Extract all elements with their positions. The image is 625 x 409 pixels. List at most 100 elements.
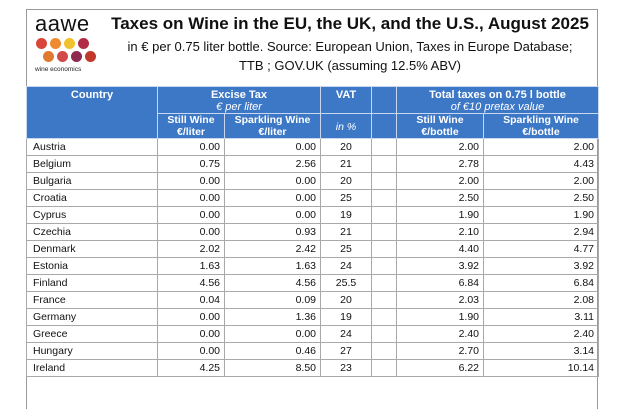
table-row: France 0.04 0.09 20 2.03 2.08 [26, 291, 599, 309]
cell-still-excise: 0.75 [157, 155, 225, 173]
cell-sparkling-total: 6.84 [483, 274, 599, 292]
cell-still-total: 2.78 [396, 155, 484, 173]
table-row: Greece 0.00 0.00 24 2.40 2.40 [26, 325, 599, 343]
still-wine-label: Still Wine [167, 114, 215, 126]
table-row: Ireland 4.25 8.50 23 6.22 10.14 [26, 359, 599, 377]
logo-dot [78, 38, 89, 49]
logo-dot [64, 38, 75, 49]
cell-vat: 20 [320, 138, 372, 156]
cell-country: Denmark [26, 240, 158, 258]
cell-sparkling-excise: 2.42 [224, 240, 321, 258]
table-row: Belgium 0.75 2.56 21 2.78 4.43 [26, 155, 599, 173]
cell-gap [371, 223, 397, 241]
cell-sparkling-excise: 0.00 [224, 206, 321, 224]
table-row: Croatia 0.00 0.00 25 2.50 2.50 [26, 189, 599, 207]
table-row: Denmark 2.02 2.42 25 4.40 4.77 [26, 240, 599, 258]
cell-sparkling-excise: 0.00 [224, 189, 321, 207]
cell-country: Ireland [26, 359, 158, 377]
cell-sparkling-total: 3.11 [483, 308, 599, 326]
cell-sparkling-excise: 1.36 [224, 308, 321, 326]
cell-country: Finland [26, 274, 158, 292]
cell-sparkling-excise: 0.00 [224, 138, 321, 156]
cell-gap [371, 325, 397, 343]
cell-sparkling-excise: 4.56 [224, 274, 321, 292]
logo-dot [57, 51, 68, 62]
header-total-taxes: Total taxes on 0.75 l bottle of €10 pret… [396, 86, 599, 114]
total-note-label: of €10 pretax value [450, 101, 545, 113]
cell-vat: 25 [320, 189, 372, 207]
cell-still-excise: 0.00 [157, 308, 225, 326]
cell-still-total: 6.22 [396, 359, 484, 377]
logo-dot [43, 51, 54, 62]
sparkling-wine-label: Sparkling Wine [503, 114, 579, 126]
cell-vat: 21 [320, 223, 372, 241]
cell-still-excise: 0.00 [157, 223, 225, 241]
logo-dot [50, 38, 61, 49]
cell-country: Cyprus [26, 206, 158, 224]
cell-country: Croatia [26, 189, 158, 207]
wine-tax-table: Country Excise Tax € per liter VAT Total… [26, 86, 599, 377]
table-row: Bulgaria 0.00 0.00 20 2.00 2.00 [26, 172, 599, 190]
cell-sparkling-total: 1.90 [483, 206, 599, 224]
cell-still-excise: 0.00 [157, 206, 225, 224]
header-still-total: Still Wine €/bottle [396, 113, 484, 139]
cell-sparkling-total: 10.14 [483, 359, 599, 377]
cell-country: Germany [26, 308, 158, 326]
still-wine-label: Still Wine [416, 114, 464, 126]
cell-country: Greece [26, 325, 158, 343]
sparkling-wine-label: Sparkling Wine [234, 114, 311, 126]
cell-vat: 27 [320, 342, 372, 360]
header-still-excise: Still Wine €/liter [157, 113, 225, 139]
cell-gap [371, 189, 397, 207]
cell-sparkling-excise: 1.63 [224, 257, 321, 275]
table-row: Germany 0.00 1.36 19 1.90 3.11 [26, 308, 599, 326]
cell-gap [371, 257, 397, 275]
cell-gap [371, 155, 397, 173]
header-vat-unit: in % [320, 113, 372, 139]
table-row: Czechia 0.00 0.93 21 2.10 2.94 [26, 223, 599, 241]
cell-country: Czechia [26, 223, 158, 241]
header-excise-tax: Excise Tax € per liter [157, 86, 321, 114]
cell-still-total: 2.40 [396, 325, 484, 343]
cell-still-excise: 2.02 [157, 240, 225, 258]
cell-gap [371, 308, 397, 326]
cell-sparkling-total: 2.94 [483, 223, 599, 241]
table-row: Estonia 1.63 1.63 24 3.92 3.92 [26, 257, 599, 275]
cell-country: Austria [26, 138, 158, 156]
cell-vat: 23 [320, 359, 372, 377]
cell-still-excise: 0.00 [157, 172, 225, 190]
header-gap-2 [371, 113, 397, 139]
per-bottle-label: €/bottle [421, 126, 459, 138]
subtitle-line-2: TTB ; GOV.UK (assuming 12.5% ABV) [238, 58, 462, 73]
cell-still-excise: 0.00 [157, 189, 225, 207]
cell-still-total: 2.50 [396, 189, 484, 207]
header-row-2: Still Wine €/liter Sparkling Wine €/lite… [27, 113, 599, 139]
cell-gap [371, 342, 397, 360]
table-body: Austria 0.00 0.00 20 2.00 2.00 Belgium 0.75 2.56… [26, 138, 599, 377]
cell-country: Estonia [26, 257, 158, 275]
cell-gap [371, 359, 397, 377]
cell-sparkling-excise: 0.09 [224, 291, 321, 309]
logo-dots [36, 38, 96, 64]
logo-dot [85, 51, 96, 62]
cell-still-excise: 1.63 [157, 257, 225, 275]
cell-country: Bulgaria [26, 172, 158, 190]
header-vat: VAT [320, 86, 372, 114]
page-subtitle: in € per 0.75 liter bottle. Source: Euro… [105, 37, 595, 75]
per-liter-label: €/liter [258, 126, 287, 138]
logo-name: aawe [35, 11, 90, 36]
cell-sparkling-total: 2.08 [483, 291, 599, 309]
logo-subtitle: wine economics [35, 66, 82, 73]
cell-sparkling-excise: 0.00 [224, 325, 321, 343]
cell-still-total: 1.90 [396, 308, 484, 326]
cell-sparkling-total: 4.77 [483, 240, 599, 258]
per-bottle-label: €/bottle [522, 126, 560, 138]
logo-dot [36, 38, 47, 49]
cell-sparkling-total: 2.50 [483, 189, 599, 207]
cell-still-total: 2.00 [396, 172, 484, 190]
cell-sparkling-total: 3.14 [483, 342, 599, 360]
cell-still-excise: 4.56 [157, 274, 225, 292]
cell-still-total: 2.70 [396, 342, 484, 360]
header-gap [371, 86, 397, 114]
cell-gap [371, 240, 397, 258]
